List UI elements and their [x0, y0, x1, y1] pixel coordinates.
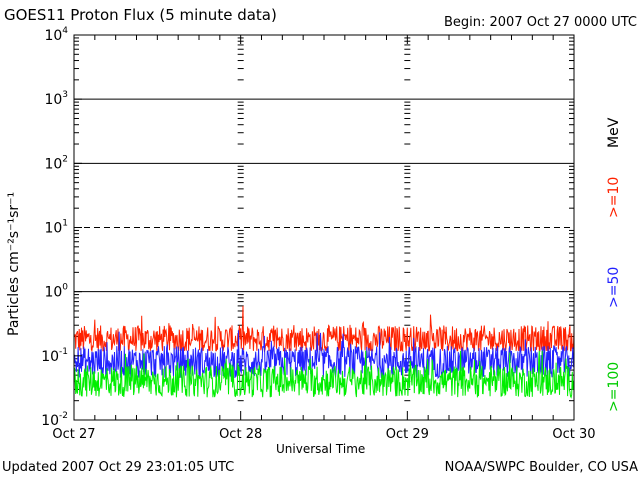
x-tick-label: Oct 30	[552, 427, 595, 442]
legend-entry-100mev: >=100	[606, 361, 622, 412]
chart-title: GOES11 Proton Flux (5 minute data)	[4, 6, 277, 24]
legend-entry-50mev: >=50	[606, 266, 622, 308]
x-axis-title: Universal Time	[276, 442, 366, 456]
y-axis-title: Particles cm⁻²s⁻¹sr⁻¹	[6, 191, 22, 336]
y-tick-label: 104	[44, 26, 68, 44]
x-tick-label: Oct 27	[52, 427, 95, 442]
y-tick-label: 101	[44, 219, 68, 237]
x-tick-label: Oct 28	[219, 427, 262, 442]
legend-unit: MeV	[606, 117, 622, 148]
series-line-0	[73, 305, 575, 353]
x-tick-label: Oct 29	[386, 427, 429, 442]
y-tick-label: 103	[44, 90, 68, 108]
y-tick-label: 10-1	[41, 347, 68, 365]
y-tick-label: 100	[44, 283, 68, 301]
legend-entry-10mev: >=10	[606, 176, 622, 218]
begin-time-label: Begin: 2007 Oct 27 0000 UTC	[443, 15, 637, 30]
y-tick-label: 102	[44, 154, 68, 172]
series-line-2	[73, 350, 575, 399]
credit-label: NOAA/SWPC Boulder, CO USA	[444, 460, 638, 475]
updated-timestamp: Updated 2007 Oct 29 23:01:05 UTC	[2, 460, 235, 475]
y-tick-label: 10-2	[41, 411, 68, 429]
series-line-1	[73, 330, 575, 380]
